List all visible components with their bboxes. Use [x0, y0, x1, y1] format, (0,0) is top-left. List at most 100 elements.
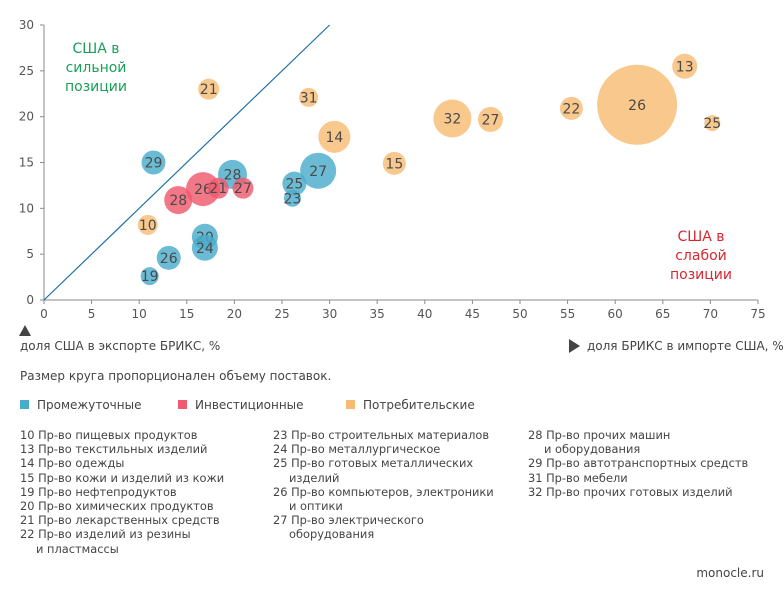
x-tick-label: 70	[703, 307, 718, 321]
bubble-circle	[164, 186, 193, 215]
industry-code-item: 24 Пр-во металлургическое	[273, 442, 441, 457]
bubble-label: 28	[169, 193, 187, 209]
industry-code-item: 27 Пр-во электрического	[273, 513, 424, 528]
bubble-label: 21	[200, 82, 218, 98]
industry-code-item: 28 Пр-во прочих машин	[528, 428, 671, 442]
x-tick-label: 35	[370, 307, 385, 321]
bubble: 29	[141, 150, 166, 175]
x-tick-label: 65	[655, 307, 670, 321]
x-tick-label: 60	[608, 307, 623, 321]
tick-labels: 0 5 10 15 20 25 30 35 40 45 50 55 60 65 70 75 0 5 10 15 20 25…	[19, 18, 766, 321]
bubble-circle	[299, 87, 319, 107]
bubble-label: 21	[209, 181, 227, 197]
region-label-line: слабой	[675, 248, 727, 264]
bubble-circle	[156, 245, 181, 270]
legend-item-consumer: Потребительские	[346, 398, 475, 412]
size-note: Размер круга пропорционален объему поста…	[20, 369, 332, 383]
y-tick-label: 20	[19, 110, 34, 124]
bubble: 27	[477, 106, 503, 132]
industry-codes-column-3: 28 Пр-во прочих машин и оборудования 29 Пр…	[528, 428, 748, 499]
y-tick-label: 10	[19, 201, 34, 215]
x-axis-caption: доля БРИКС в импорте США, %	[587, 339, 784, 353]
bubble-label: 14	[325, 130, 343, 146]
y-axis-arrow-icon	[19, 325, 31, 336]
bubble-label: 25	[285, 177, 303, 193]
industry-code-item: 19 Пр-во нефтепродуктов	[20, 484, 177, 499]
bubble-label: 27	[309, 164, 327, 180]
bubble-label: 32	[443, 112, 461, 128]
bubble: 19	[140, 267, 159, 286]
legend-label: Промежуточные	[37, 398, 142, 412]
bubble-circle	[597, 64, 678, 145]
bubbles: 2632141322271521312510292827252320242619…	[137, 53, 721, 286]
region-label-line: США в	[677, 229, 724, 245]
industry-code-item: 13 Пр-во текстильных изделий	[20, 442, 208, 457]
bubble-label: 22	[562, 101, 580, 117]
bubble: 27	[232, 177, 254, 199]
industry-code-continuation: и оптики	[289, 499, 343, 514]
x-tick-label: 50	[512, 307, 527, 321]
bubble-circle	[232, 177, 254, 199]
bubble-label: 24	[196, 241, 214, 257]
bubble: 13	[672, 53, 698, 79]
bubble-circle	[704, 115, 721, 132]
legend-item-intermediate: Промежуточные	[20, 398, 141, 412]
bubble: 28	[164, 186, 193, 215]
x-tick-label: 45	[465, 307, 480, 321]
bubble-label: 28	[224, 167, 242, 183]
bubble-circle	[141, 150, 166, 175]
bubble-label: 29	[145, 156, 163, 172]
industry-code-item: 22 Пр-во изделий из резины	[20, 527, 191, 542]
industry-code-item: 21 Пр-во лекарственных средств	[20, 513, 220, 528]
legend-label: Инвестиционные	[195, 398, 304, 412]
x-tick-label: 55	[560, 307, 575, 321]
bubble: 14	[318, 120, 351, 153]
industry-code-item: 31 Пр-во мебели	[528, 470, 628, 485]
bubble: 27	[300, 152, 337, 189]
industry-code-item: 15 Пр-во кожи и изделий из кожи	[20, 470, 225, 485]
bubble-label: 26	[160, 251, 178, 267]
bubble-label: 23	[284, 191, 302, 207]
diagonal-line	[43, 24, 331, 301]
axes	[40, 24, 759, 304]
industry-code-item: 25 Пр-во готовых металлических	[273, 456, 474, 471]
industry-code-continuation: и пластмассы	[36, 541, 119, 556]
bubble-label: 15	[385, 156, 403, 172]
industry-codes-column-1: 10 Пр-во пищевых продуктов 13 Пр-во текст…	[20, 428, 224, 556]
y-axis-caption: доля США в экспорте БРИКС, %	[20, 339, 221, 353]
bubble-circle	[140, 267, 159, 286]
bubble: 22	[559, 96, 583, 120]
bubble: 21	[198, 78, 220, 100]
region-label-strong: США в сильной позиции	[65, 41, 127, 95]
region-label-line: позиции	[65, 79, 127, 95]
bubble-label: 31	[300, 90, 318, 106]
bubble-circle	[433, 99, 472, 138]
region-label-line: США в	[72, 41, 119, 57]
industry-code-item: 20 Пр-во химических продуктов	[20, 499, 214, 514]
x-tick-label: 25	[274, 307, 289, 321]
bubble: 23	[284, 189, 302, 207]
industry-code-continuation: оборудования	[289, 527, 375, 542]
bubble-circle	[477, 106, 503, 132]
x-axis-arrow-icon	[569, 339, 580, 353]
bubble: 32	[433, 99, 472, 138]
region-label-line: сильной	[66, 60, 127, 76]
x-tick-label: 20	[227, 307, 242, 321]
legend-item-investment: Инвестиционные	[178, 398, 304, 412]
bubble-circle	[559, 96, 583, 120]
region-label-weak: США в слабой позиции	[670, 229, 732, 283]
source-credit: monocle.ru	[696, 566, 764, 580]
bubble-circle	[282, 171, 307, 196]
industry-codes-column-2: 23 Пр-во строительных материалов 24 Пр-во…	[273, 428, 494, 542]
bubble-circle	[137, 214, 158, 235]
x-tick-label: 15	[179, 307, 194, 321]
bubble-circle	[191, 234, 218, 261]
legend-swatch-investment	[178, 400, 187, 409]
bubble: 25	[282, 171, 307, 196]
x-tick-label: 10	[132, 307, 147, 321]
industry-code-item: 14 Пр-во одежды	[20, 456, 125, 471]
bubble: 26	[597, 64, 678, 145]
bubble: 31	[299, 87, 319, 107]
bubble-label: 27	[234, 181, 252, 197]
industry-code-item: 26 Пр-во компьютеров, электроники	[273, 484, 494, 499]
